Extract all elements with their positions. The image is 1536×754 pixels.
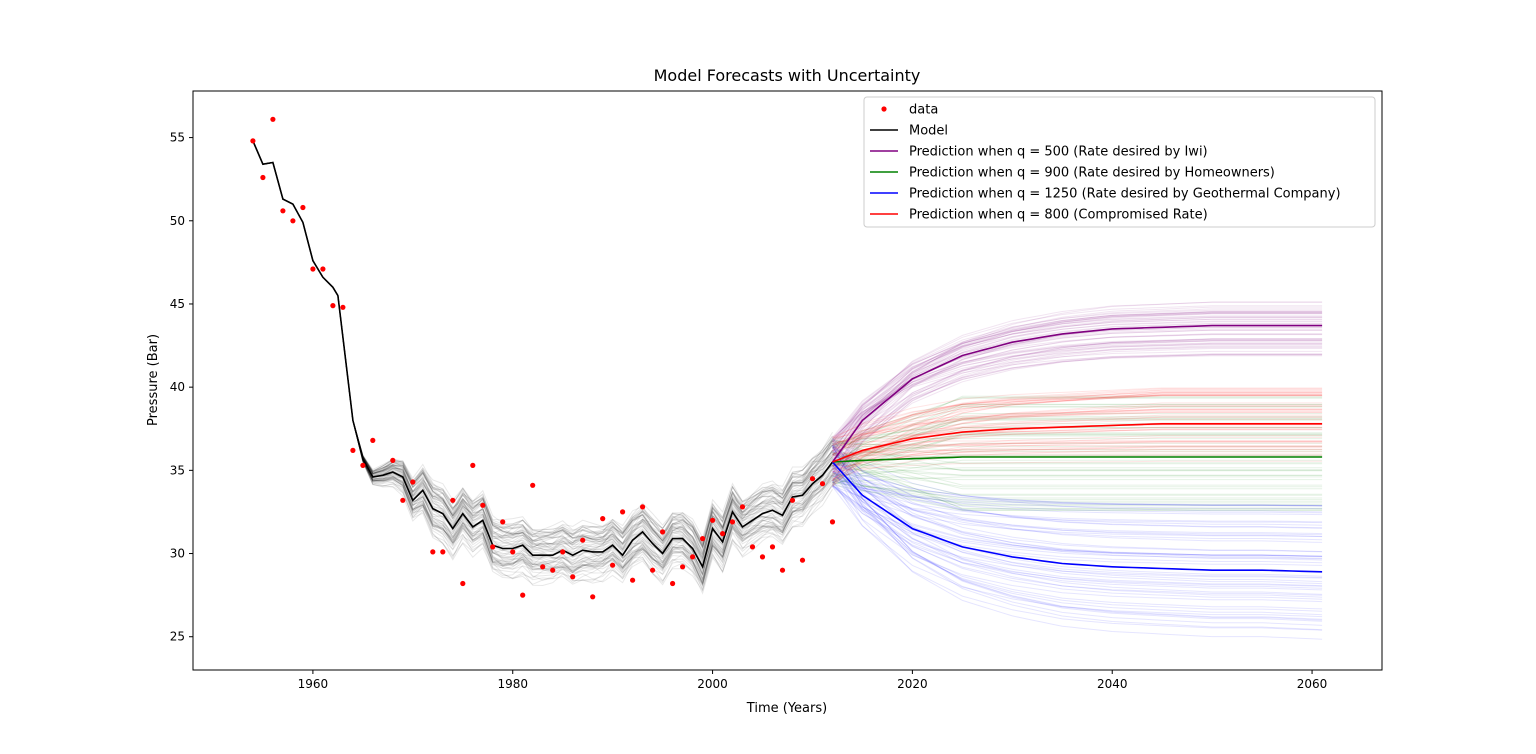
prediction-line-red [832,423,1323,463]
data-point [330,303,336,309]
legend-label: Prediction when q = 1250 (Rate desired b… [909,187,1341,202]
data-point [310,266,316,272]
data-point [260,174,266,181]
y-tick-label: 45 [170,297,185,311]
data-point [799,557,806,563]
y-axis: 25 30 35 40 45 50 55 [170,131,193,644]
data-point [829,519,836,525]
data-point [390,457,396,463]
data-point [280,208,286,214]
y-axis-label: Pressure (Bar) [146,334,161,426]
data-point [350,447,356,453]
data-point [340,304,346,310]
data-point [430,549,436,555]
data-point [370,437,376,443]
forecast-ensemble-red [832,387,1323,487]
legend-label: data [909,103,938,118]
chart-title: Model Forecasts with Uncertainty [654,66,921,85]
y-tick-label: 40 [170,380,185,394]
data-point [729,519,736,525]
data-point [570,574,576,580]
legend-label: Prediction when q = 900 (Rate desired by… [909,166,1275,181]
data-point [809,476,816,482]
legend-label: Model [909,124,948,139]
forecast-ensemble-blue [832,437,1323,640]
data-point [650,567,656,573]
data-point [500,519,506,525]
x-tick-label: 2040 [1097,677,1128,691]
data-point [680,564,686,570]
data-point [620,509,626,515]
data-point [520,592,526,598]
forecast-ensemble-green [832,395,1323,511]
prediction-line-blue [831,461,1323,573]
data-point [630,577,636,583]
data-point [510,549,516,555]
y-tick-label: 25 [170,630,185,644]
data-point [789,497,796,503]
data-point [250,138,256,144]
legend-label: Prediction when q = 800 (Compromised Rat… [909,208,1208,223]
x-axis: 1960 1980 2000 2020 2040 2060 [298,670,1328,691]
data-point [739,504,746,510]
y-tick-label: 30 [170,547,185,561]
data-point [480,502,486,508]
data-point [540,564,546,570]
data-point [660,529,666,535]
data-point [320,266,326,272]
data-point [640,504,646,510]
data-point [560,549,566,555]
legend-label: Prediction when q = 500 (Rate desired by… [909,145,1208,160]
data-point [779,567,786,573]
data-point [610,562,616,568]
data-point [720,531,726,537]
prediction-line-green [832,456,1323,463]
plot-area [250,116,1323,640]
data-point [360,462,366,468]
x-tick-label: 1980 [497,677,528,691]
data-point [460,580,466,587]
x-tick-label: 2020 [897,677,928,691]
x-tick-label: 2060 [1297,677,1328,691]
data-point [470,462,476,468]
data-point [490,544,496,550]
data-point [769,544,776,550]
legend-box [863,96,1376,228]
y-tick-label: 55 [170,131,185,145]
data-point [819,481,826,487]
data-point [440,549,446,555]
legend: data Model Prediction when q = 500 (Rate d… [863,96,1376,228]
y-tick-label: 35 [170,463,185,477]
data-point [530,482,536,488]
data-point [270,116,276,122]
data-point [290,218,296,224]
data-point [580,537,586,543]
data-point [450,497,456,503]
prediction-line-purple [831,324,1323,463]
x-axis-label: Time (Years) [746,701,827,716]
data-point [700,536,706,542]
data-point [670,580,676,587]
x-tick-label: 1960 [298,677,329,691]
data-point [759,554,766,560]
data-point [749,544,756,550]
data-point [600,516,606,522]
data-point [590,594,596,600]
model-line [252,140,834,569]
y-tick-label: 50 [170,214,185,228]
data-point [710,517,716,523]
data-point [550,567,556,573]
x-tick-label: 2000 [697,677,728,691]
legend-marker [881,106,887,112]
data-point [690,554,696,560]
data-point [400,497,406,503]
axes-frame [192,90,1383,671]
data-point [410,479,416,485]
data-point [300,204,306,211]
